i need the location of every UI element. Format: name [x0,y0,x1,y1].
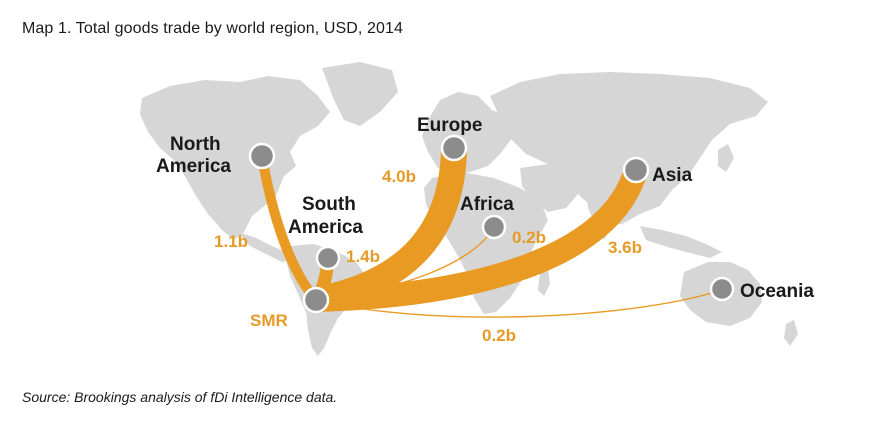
label-europe: Europe [417,115,482,136]
label-north-america: North [170,134,221,155]
land-madagascar [538,268,550,296]
node-africa [481,214,507,240]
value-south-america: 1.4b [346,247,380,266]
node-asia [622,156,650,184]
source-note: Source: Brookings analysis of fDi Intell… [22,389,338,405]
label-smr: SMR [250,311,288,330]
land-greenland [322,62,398,126]
label-asia: Asia [652,165,693,186]
value-europe: 4.0b [382,167,416,186]
land-southeast-asia [640,226,722,258]
land-north-america [140,76,330,240]
trade-flows [257,137,723,318]
value-north-america: 1.1b [214,232,248,251]
value-asia: 3.6b [608,238,642,257]
label-south-america: South [302,194,356,215]
label-africa: Africa [460,194,514,215]
label-oceania: Oceania [740,281,814,302]
node-oceania [709,276,735,302]
label-north-america-line2: America [156,156,231,177]
land-central-america [238,232,292,262]
node-europe [440,134,468,162]
flow-africa [315,227,495,301]
flow-asia [304,158,648,312]
flow-oceania [315,289,723,318]
land-asia [490,72,768,226]
map-title: Map 1. Total goods trade by world region… [22,20,404,37]
region-nodes [248,134,735,314]
node-south-america [315,245,341,271]
land-japan [718,144,734,172]
flow-value-labels: 1.1b 1.4b 4.0b 0.2b 3.6b 0.2b SMR [214,167,642,345]
flow-north-america [257,151,321,305]
value-oceania: 0.2b [482,326,516,345]
value-africa: 0.2b [512,228,546,247]
node-north-america [248,142,276,170]
label-south-america-line2: America [288,217,363,238]
node-smr [302,286,330,314]
land-new-zealand [784,320,798,346]
region-labels: North America South America Europe Afric… [156,115,814,302]
